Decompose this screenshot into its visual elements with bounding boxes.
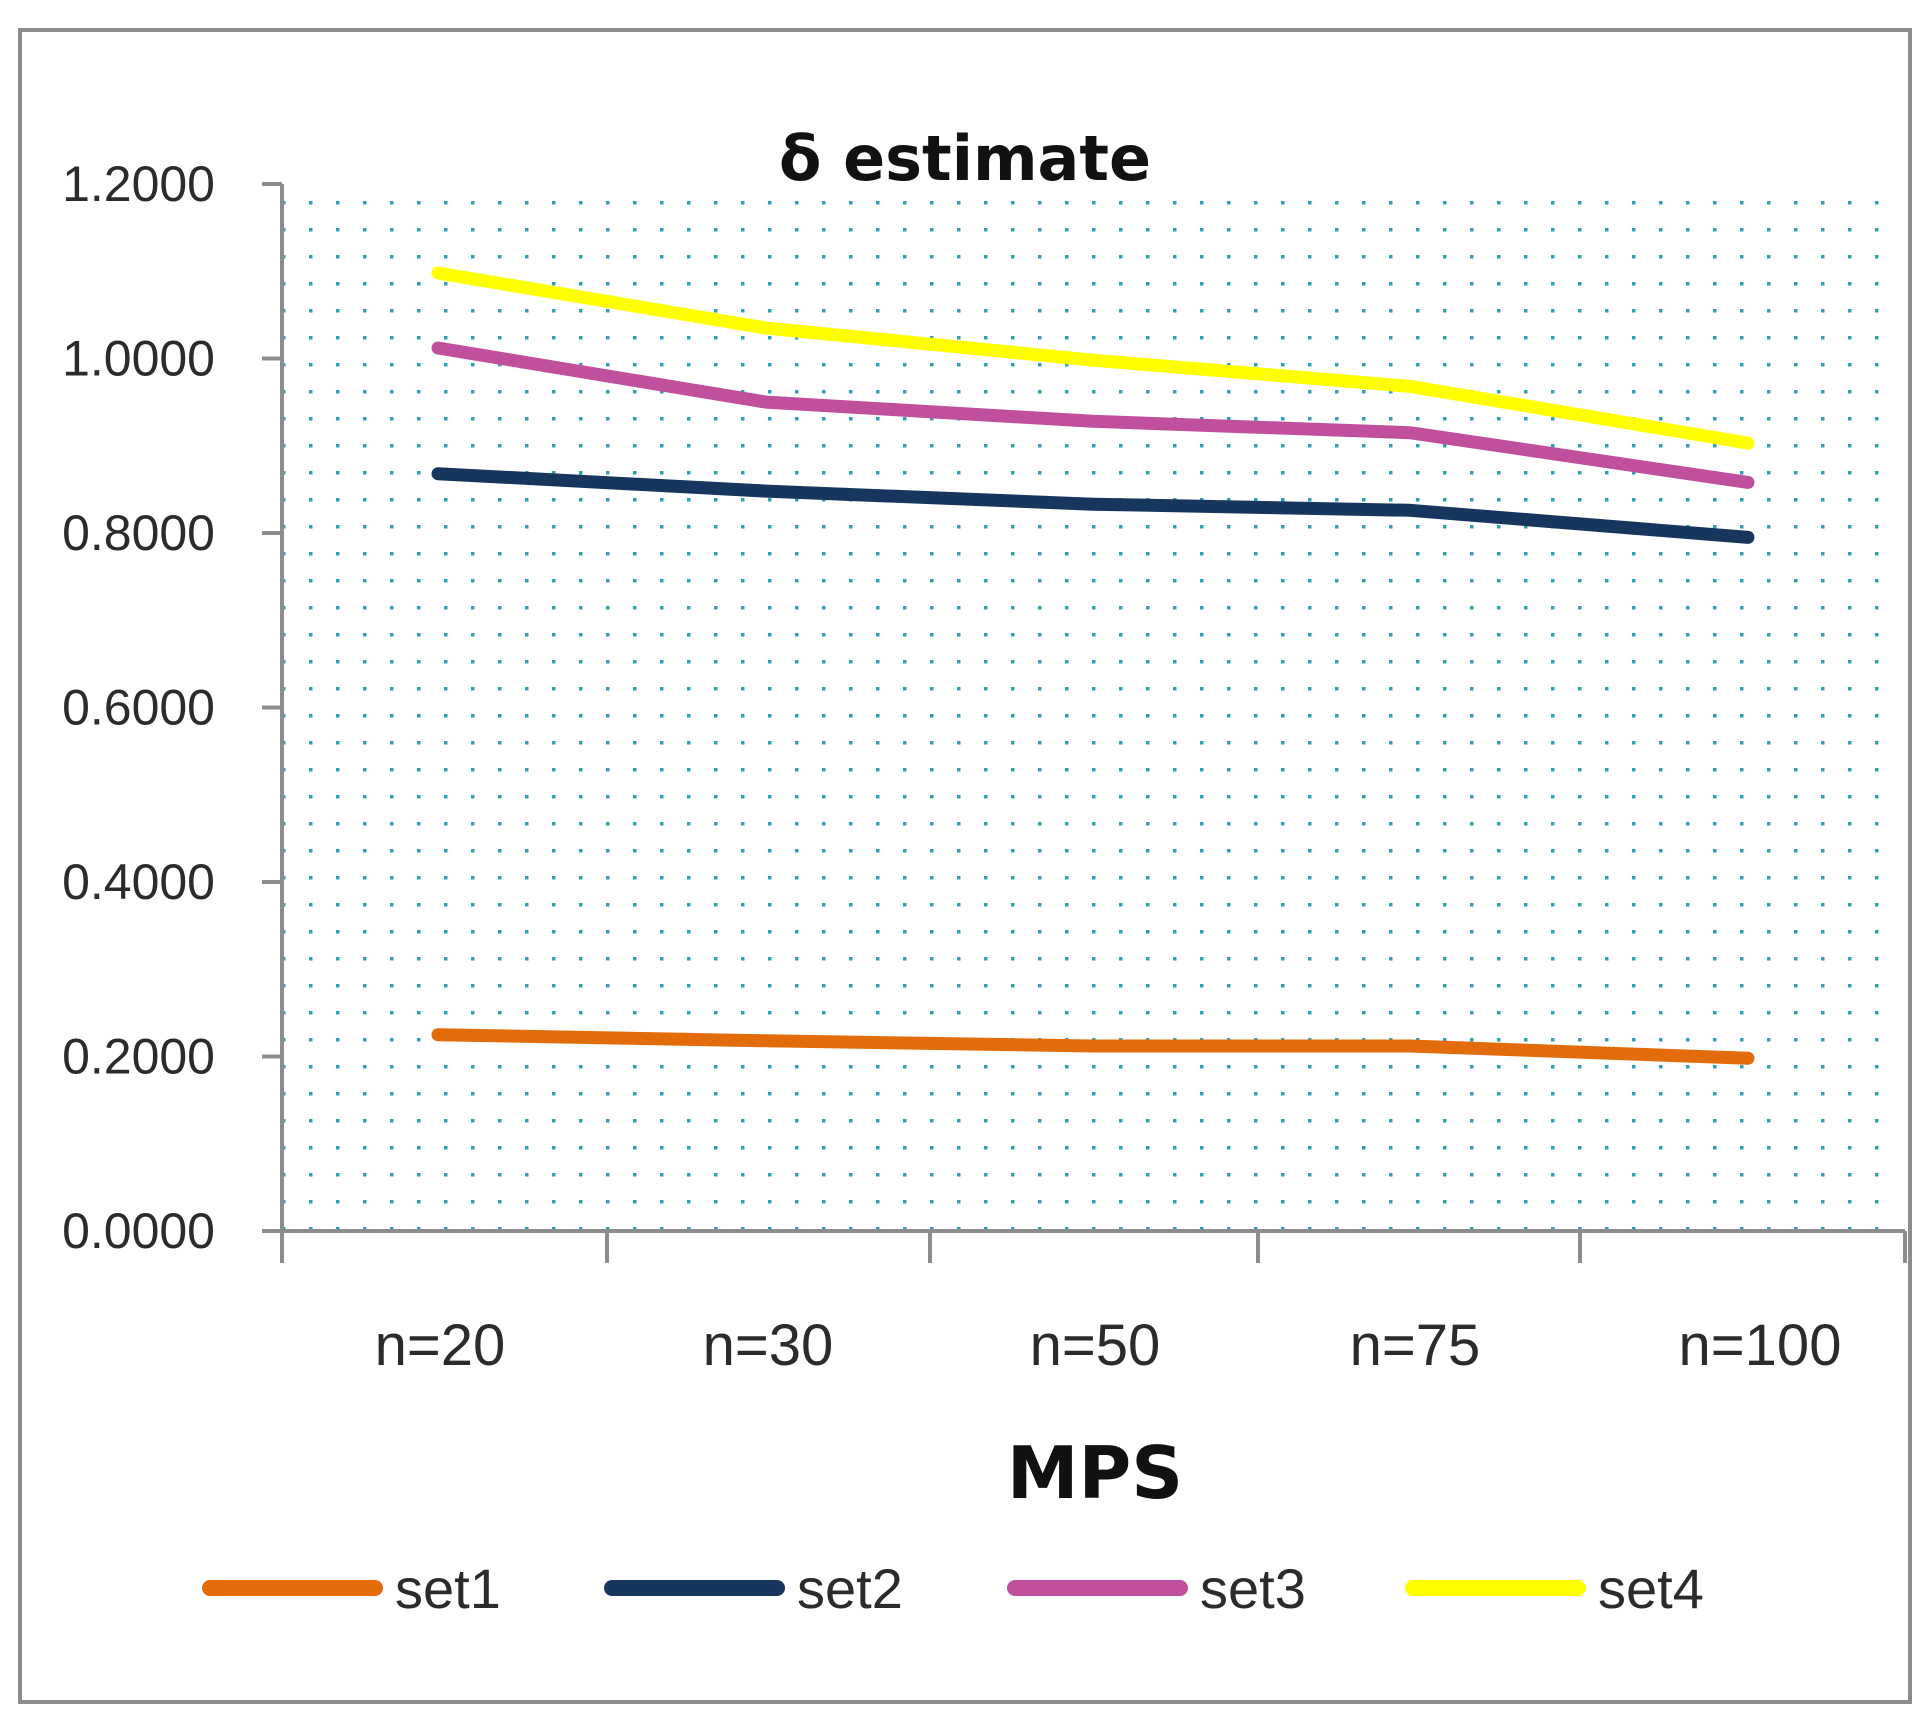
y-tick-label: 1.2000	[62, 156, 215, 212]
y-tick-label: 0.4000	[62, 854, 215, 910]
series-line-set3	[431, 341, 1755, 489]
legend: set1 set2 set3 set4	[202, 1557, 1704, 1620]
y-tick-label: 0.8000	[62, 505, 215, 561]
y-tick-label: 0.0000	[62, 1203, 215, 1259]
series-line-set1	[431, 1028, 1755, 1065]
y-tick-label: 1.0000	[62, 331, 215, 387]
series-line-set2	[431, 467, 1755, 544]
plot-area	[282, 184, 1900, 1231]
chart-title: δ estimate	[779, 122, 1151, 195]
x-axis-title: MPS	[1007, 1431, 1183, 1515]
y-tick-label: 0.6000	[62, 680, 215, 736]
legend-label-set3: set3	[1200, 1557, 1306, 1620]
x-tick-label: n=20	[375, 1313, 506, 1378]
x-tick-label: n=100	[1679, 1313, 1842, 1378]
x-axis: n=20 n=30 n=50 n=75 n=100	[280, 1229, 1907, 1378]
x-tick-label: n=75	[1350, 1313, 1481, 1378]
legend-label-set4: set4	[1598, 1557, 1704, 1620]
x-tick-label: n=30	[703, 1313, 834, 1378]
y-tick-label: 0.2000	[62, 1029, 215, 1085]
series-line-set4	[431, 266, 1755, 450]
legend-label-set2: set2	[797, 1557, 903, 1620]
legend-label-set1: set1	[395, 1557, 501, 1620]
x-tick-label: n=50	[1030, 1313, 1161, 1378]
y-axis: 0.0000 0.2000 0.4000 0.6000 0.8000 1.0000 1.20…	[62, 156, 284, 1259]
series-lines	[431, 266, 1755, 1065]
